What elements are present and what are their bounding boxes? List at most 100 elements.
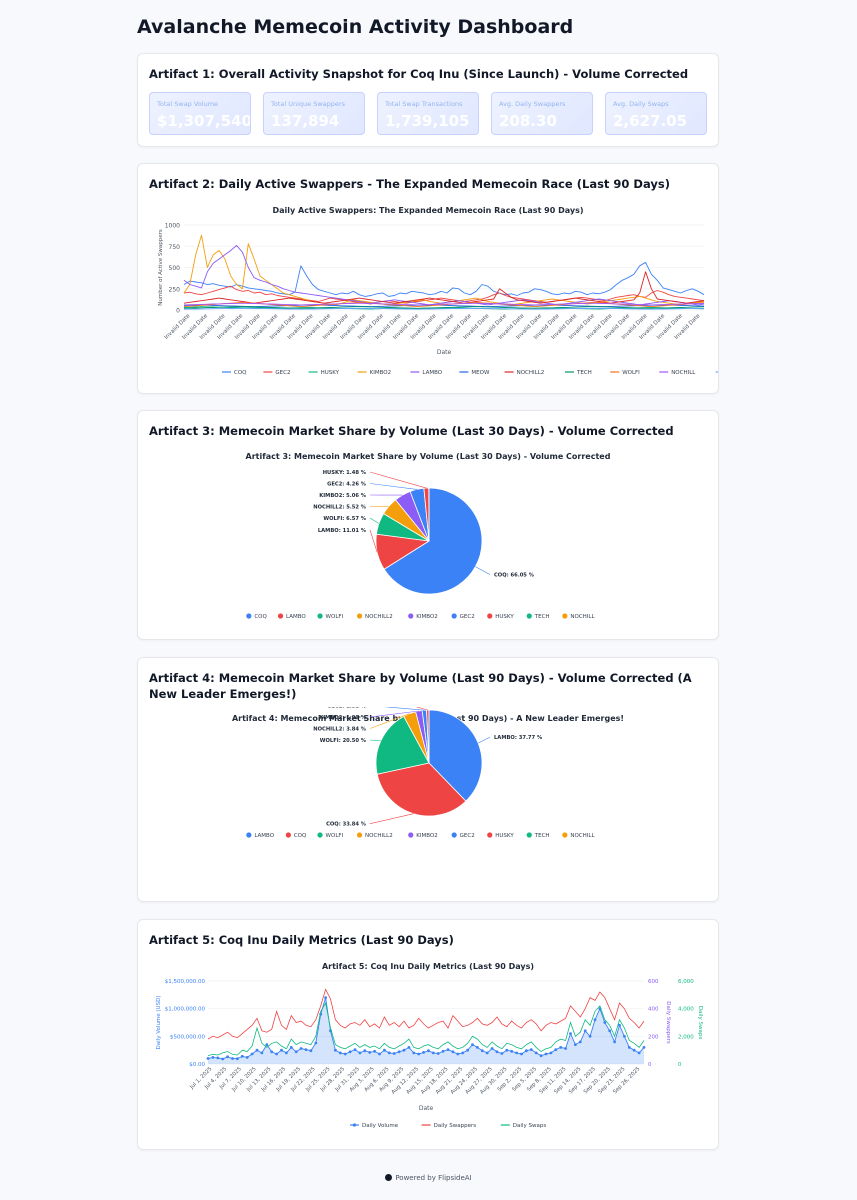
pie-label-line [369, 529, 378, 553]
legend-swatch [317, 613, 323, 619]
volume-point [534, 1051, 538, 1055]
volume-point [515, 1051, 518, 1055]
volume-point [245, 1056, 249, 1059]
y-right1-axis-label: Daily Swappers [665, 1001, 671, 1044]
volume-point [618, 1023, 621, 1027]
stat-value: 137,894 [271, 112, 340, 130]
volume-point [574, 1043, 577, 1046]
artifact4-card: Artifact 4: Memecoin Market Share by Vol… [137, 657, 719, 902]
volume-point [304, 1048, 308, 1051]
volume-point [412, 1051, 416, 1055]
volume-point [495, 1050, 499, 1054]
chart-title: Artifact 5: Coq Inu Daily Metrics (Last … [322, 962, 534, 971]
y-right2-tick-label: 6,000 [678, 979, 694, 985]
y-left-tick-label: $0.00 [189, 1062, 205, 1068]
legend-swatch [562, 832, 568, 838]
volume-point [588, 1034, 592, 1038]
y-tick-label: 750 [169, 244, 181, 251]
footer-text: Powered by FlipsideAI [395, 1174, 472, 1182]
legend-item-lambo: LAMBO [286, 614, 306, 620]
artifact4-title: Artifact 4: Memecoin Market Share by Vol… [149, 671, 692, 701]
stat-value: 2,627.05 [613, 112, 688, 130]
legend-swatch [526, 613, 532, 619]
volume-point [569, 1032, 572, 1035]
legend-item-daily-swappers: Daily Swappers [434, 1123, 477, 1129]
legend-item-daily-swaps: Daily Swaps [513, 1123, 547, 1129]
volume-point [378, 1052, 381, 1056]
market-share-90d-pie: Artifact 4: Memecoin Market Share by Vol… [232, 707, 624, 839]
volume-point [206, 1057, 210, 1060]
legend-swatch [246, 613, 252, 619]
volume-point [441, 1049, 445, 1053]
pie-label-line [369, 713, 410, 729]
series-line-tech [183, 306, 705, 309]
pie-label-line [369, 471, 427, 489]
y-tick-label: 1000 [165, 223, 180, 230]
legend-item-gec2: GEC2 [460, 614, 475, 620]
pie-label-husky: HUSKY: 1.48 % [323, 470, 367, 476]
stat-label: Total Unique Swappers [271, 100, 345, 108]
pie-slice-wolfi [375, 715, 430, 775]
legend-item-lambo: LAMBO [422, 370, 442, 376]
volume-point [608, 1029, 612, 1033]
volume-point [637, 1051, 641, 1055]
legend-swatch [356, 832, 363, 838]
legend-item-nochill2: NOCHILL2 [365, 833, 393, 839]
volume-point [539, 1054, 543, 1058]
series-line-nochill2 [183, 271, 705, 304]
y-left-tick-label: $1,500,000.00 [165, 979, 206, 985]
stat-total-unique-swappers: Total Unique Swappers 137,894 [263, 92, 365, 135]
volume-point [358, 1051, 362, 1055]
legend-item-nochill: NOCHILL [570, 614, 595, 620]
volume-point [627, 1046, 631, 1049]
volume-point [520, 1052, 523, 1056]
stat-value: 208.30 [499, 112, 557, 130]
y-tick-label: 250 [169, 286, 181, 293]
volume-point [270, 1050, 274, 1054]
volume-point [338, 1051, 342, 1055]
legend-item-coq: COQ [294, 833, 307, 839]
pie-label-line [369, 813, 414, 824]
y-right2-axis-label: Daily Swaps [697, 1006, 703, 1040]
volume-point [260, 1051, 264, 1055]
artifact2-title: Artifact 2: Daily Active Swappers - The … [149, 177, 670, 191]
pie-label-kimbo2: KIMBO2: 5.06 % [319, 493, 367, 499]
y-right1-tick-label: 400 [648, 1007, 659, 1013]
pie-label-coq: COQ: 33.84 % [326, 822, 367, 828]
volume-point [392, 1052, 396, 1055]
stat-label: Avg. Daily Swaps [613, 100, 669, 108]
legend-item-gec2: GEC2 [275, 370, 290, 376]
legend-swatch [356, 613, 363, 619]
artifact5-card: Artifact 5: Coq Inu Daily Metrics (Last … [137, 919, 719, 1150]
y-right1-tick-label: 200 [648, 1034, 659, 1040]
artifact3-card: Artifact 3: Memecoin Market Share by Vol… [137, 410, 719, 640]
legend-swatch [526, 832, 532, 838]
pie-label-lambo: LAMBO: 11.01 % [318, 528, 367, 534]
volume-point [525, 1049, 528, 1053]
stat-value: 1,739,105 [385, 112, 470, 130]
series-line-kimbo2 [183, 234, 705, 306]
swappers-line-chart: Daily Active Swappers: The Expanded Meme… [158, 206, 718, 376]
volume-point [529, 1048, 533, 1051]
pie-label-lambo: LAMBO: 37.77 % [494, 735, 543, 741]
y-right2-tick-label: 2,000 [678, 1034, 694, 1040]
volume-point [226, 1055, 229, 1059]
legend-item-nochill: NOCHILL [570, 833, 595, 839]
volume-point [480, 1049, 484, 1053]
series-line-nochill [183, 302, 705, 306]
pie-label-coq: COQ: 66.05 % [494, 573, 535, 579]
y-left-axis-label: Daily Volume (USD) [156, 996, 162, 1050]
legend-swatch [451, 832, 457, 838]
volume-point [422, 1051, 425, 1054]
legend-item-coq: COQ [254, 614, 267, 620]
legend-item-lambo: LAMBO [254, 833, 274, 839]
volume-point [564, 1047, 567, 1050]
legend-swatch [277, 613, 284, 619]
volume-point [461, 1051, 465, 1055]
volume-point [211, 1056, 215, 1059]
stat-label: Total Swap Volume [157, 100, 219, 108]
pie-label-line [369, 483, 417, 490]
legend-item-coq: COQ [234, 370, 247, 376]
y-right1-tick-label: 0 [648, 1062, 652, 1068]
legend-item-nochill2: NOCHILL2 [517, 370, 545, 376]
